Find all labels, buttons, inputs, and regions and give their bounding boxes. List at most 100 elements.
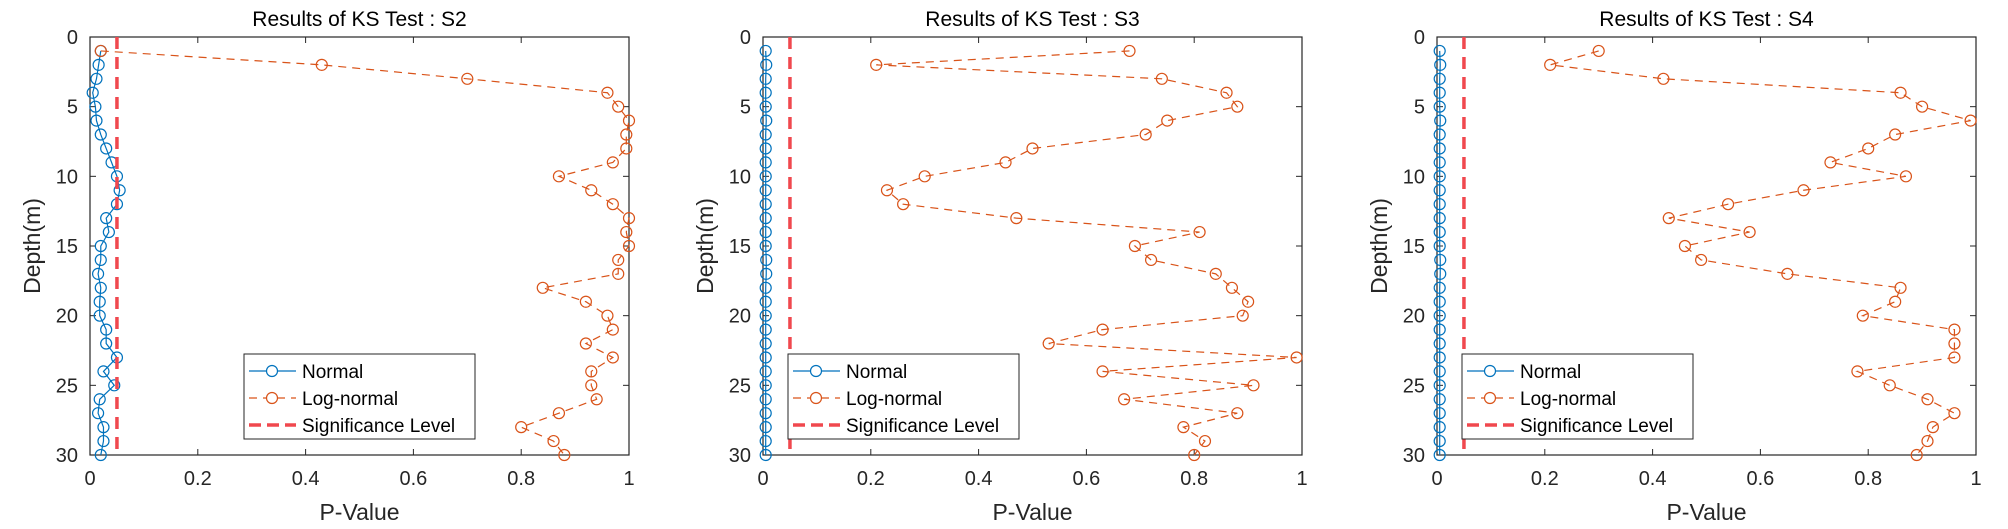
data-point <box>759 142 772 155</box>
data-point <box>86 86 99 99</box>
legend-label: Significance Level <box>846 416 999 437</box>
data-point <box>1161 114 1174 127</box>
data-point <box>1894 86 1907 99</box>
data-point <box>759 239 772 253</box>
data-point <box>1433 86 1446 99</box>
data-point <box>91 267 105 280</box>
y-tick-label: 15 <box>56 236 78 258</box>
legend-swatch-marker <box>265 364 279 378</box>
data-point <box>1193 225 1206 239</box>
x-tick-label: 0.8 <box>1180 468 1208 490</box>
legend-label: Normal <box>302 362 363 383</box>
data-point <box>620 142 633 155</box>
data-point <box>759 225 772 239</box>
data-point <box>1123 44 1136 58</box>
data-point <box>1434 253 1447 267</box>
data-point <box>1899 170 1913 183</box>
data-point <box>1433 156 1446 169</box>
data-point <box>1894 281 1907 294</box>
y-tick-label: 10 <box>56 166 78 188</box>
data-point <box>1128 239 1142 253</box>
data-point <box>1433 323 1446 336</box>
data-point <box>1241 295 1255 308</box>
series-line <box>100 50 630 456</box>
data-point <box>461 72 474 85</box>
x-tick-label: 0.8 <box>1854 468 1882 490</box>
data-point <box>606 351 619 364</box>
legend-swatch-marker <box>1483 364 1497 378</box>
data-point <box>315 58 328 71</box>
data-point <box>620 128 633 141</box>
data-point <box>1118 393 1131 406</box>
data-point <box>1433 309 1446 322</box>
data-point <box>880 184 894 197</box>
data-point <box>759 212 772 225</box>
data-point <box>1433 393 1446 406</box>
data-point <box>547 434 560 448</box>
data-point <box>90 114 103 127</box>
data-point <box>1433 379 1446 392</box>
data-point <box>759 170 772 183</box>
data-point <box>1743 225 1756 239</box>
data-point <box>558 448 571 462</box>
data-point <box>93 309 106 322</box>
data-point <box>759 100 772 113</box>
data-point <box>1433 44 1446 58</box>
y-tick-label: 0 <box>740 27 751 49</box>
data-point <box>606 198 619 211</box>
data-point <box>91 407 105 420</box>
y-tick-label: 15 <box>729 236 751 258</box>
data-point <box>1236 309 1249 322</box>
data-point <box>536 281 549 294</box>
data-point <box>870 58 883 71</box>
y-tick-label: 25 <box>1403 375 1425 397</box>
data-point <box>1948 407 1961 420</box>
x-tick-label: 0.8 <box>507 468 535 490</box>
x-tick-label: 0.6 <box>399 468 427 490</box>
series-normal <box>759 44 773 462</box>
x-tick-label: 1 <box>1970 468 1981 490</box>
data-point <box>1433 407 1446 420</box>
data-point <box>97 365 110 378</box>
x-tick-label: 0 <box>1431 468 1442 490</box>
legend-swatch-marker <box>809 391 823 405</box>
data-point <box>622 212 636 225</box>
data-point <box>612 100 625 113</box>
data-point <box>97 421 110 434</box>
data-point <box>606 156 619 169</box>
legend-label: Log-normal <box>302 389 398 410</box>
data-point <box>1144 253 1158 267</box>
data-point <box>100 337 113 350</box>
data-point <box>1220 86 1233 99</box>
data-point <box>1433 421 1446 434</box>
legend-label: Log-normal <box>1520 389 1616 410</box>
data-point <box>759 421 772 434</box>
chart-title: Results of KS Test : S4 <box>1599 8 1814 31</box>
data-point <box>1177 421 1190 434</box>
data-point <box>897 198 910 211</box>
y-tick-label: 25 <box>56 375 78 397</box>
y-tick-label: 10 <box>729 166 751 188</box>
data-point <box>1921 434 1934 448</box>
y-tick-label: 15 <box>1403 236 1425 258</box>
data-point <box>759 448 772 462</box>
legend-box <box>243 353 476 440</box>
data-point <box>759 323 772 336</box>
data-point <box>760 253 773 267</box>
data-point <box>585 379 598 392</box>
data-point <box>1026 142 1039 155</box>
legend-item: Significance Level <box>249 416 455 437</box>
data-point <box>759 379 772 392</box>
data-point <box>1209 267 1222 280</box>
legend-swatch-marker <box>265 391 279 405</box>
data-point <box>1247 379 1260 392</box>
data-point <box>1010 212 1023 225</box>
y-axis-label: Depth(m) <box>692 198 718 294</box>
data-point <box>1862 142 1875 155</box>
data-point <box>759 365 772 378</box>
data-point <box>93 295 106 308</box>
legend-label: Log-normal <box>846 389 942 410</box>
